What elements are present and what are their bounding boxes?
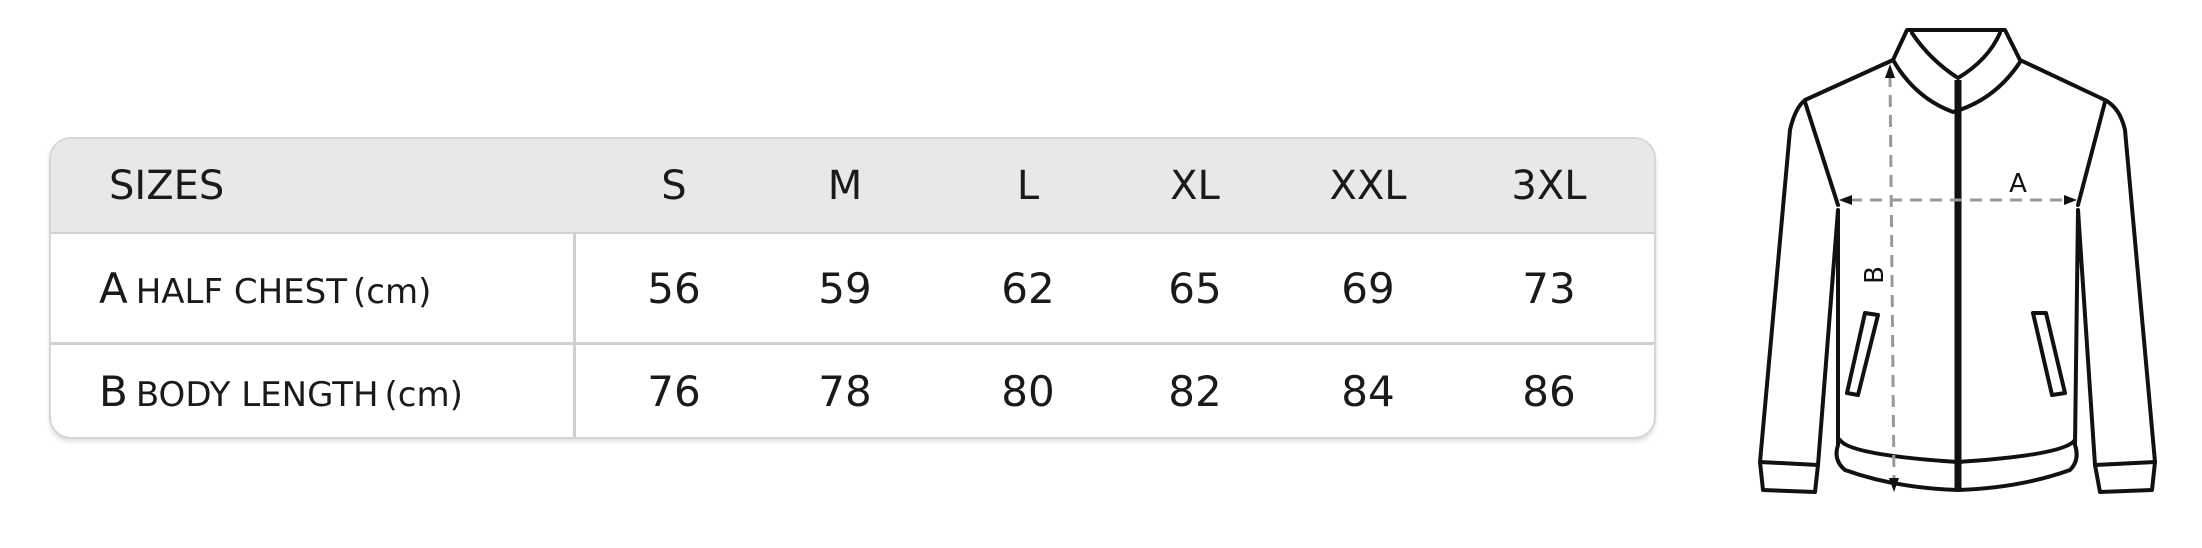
table-cell: 86	[1522, 366, 1576, 416]
row-label: A HALF CHEST (cm)	[99, 263, 432, 313]
sizes-header: SIZES	[109, 162, 225, 209]
table-cell: 56	[647, 263, 701, 313]
jacket-icon: A B	[1758, 28, 2157, 494]
size-header: L	[1016, 162, 1040, 209]
table-cell: 80	[1001, 366, 1055, 416]
column-divider	[573, 234, 576, 437]
label-b: B	[1860, 266, 1890, 284]
table-row: B BODY LENGTH (cm) 76 78 80 82 84 86	[51, 345, 1654, 437]
label-a: A	[2009, 169, 2027, 199]
table-row: A HALF CHEST (cm) 56 59 62 65 69 73	[51, 234, 1654, 345]
table-cell: 65	[1168, 263, 1222, 313]
header-row: SIZES S M L XL XXL 3XL	[51, 139, 1654, 234]
size-chart-table: SIZES S M L XL XXL 3XL A HALF CHEST (cm) 5…	[49, 137, 1656, 439]
size-header: XXL	[1329, 162, 1407, 209]
table-cell: 73	[1522, 263, 1576, 313]
table-cell: 78	[818, 366, 872, 416]
size-header: XL	[1170, 162, 1220, 209]
table-cell: 82	[1168, 366, 1222, 416]
size-header: 3XL	[1511, 162, 1587, 209]
table-cell: 76	[647, 366, 701, 416]
table-cell: 62	[1001, 263, 1055, 313]
row-label: B BODY LENGTH (cm)	[99, 366, 463, 416]
size-header: M	[827, 162, 863, 209]
table-cell: 59	[818, 263, 872, 313]
size-header: S	[661, 162, 687, 209]
table-cell: 84	[1341, 366, 1395, 416]
table-cell: 69	[1341, 263, 1395, 313]
